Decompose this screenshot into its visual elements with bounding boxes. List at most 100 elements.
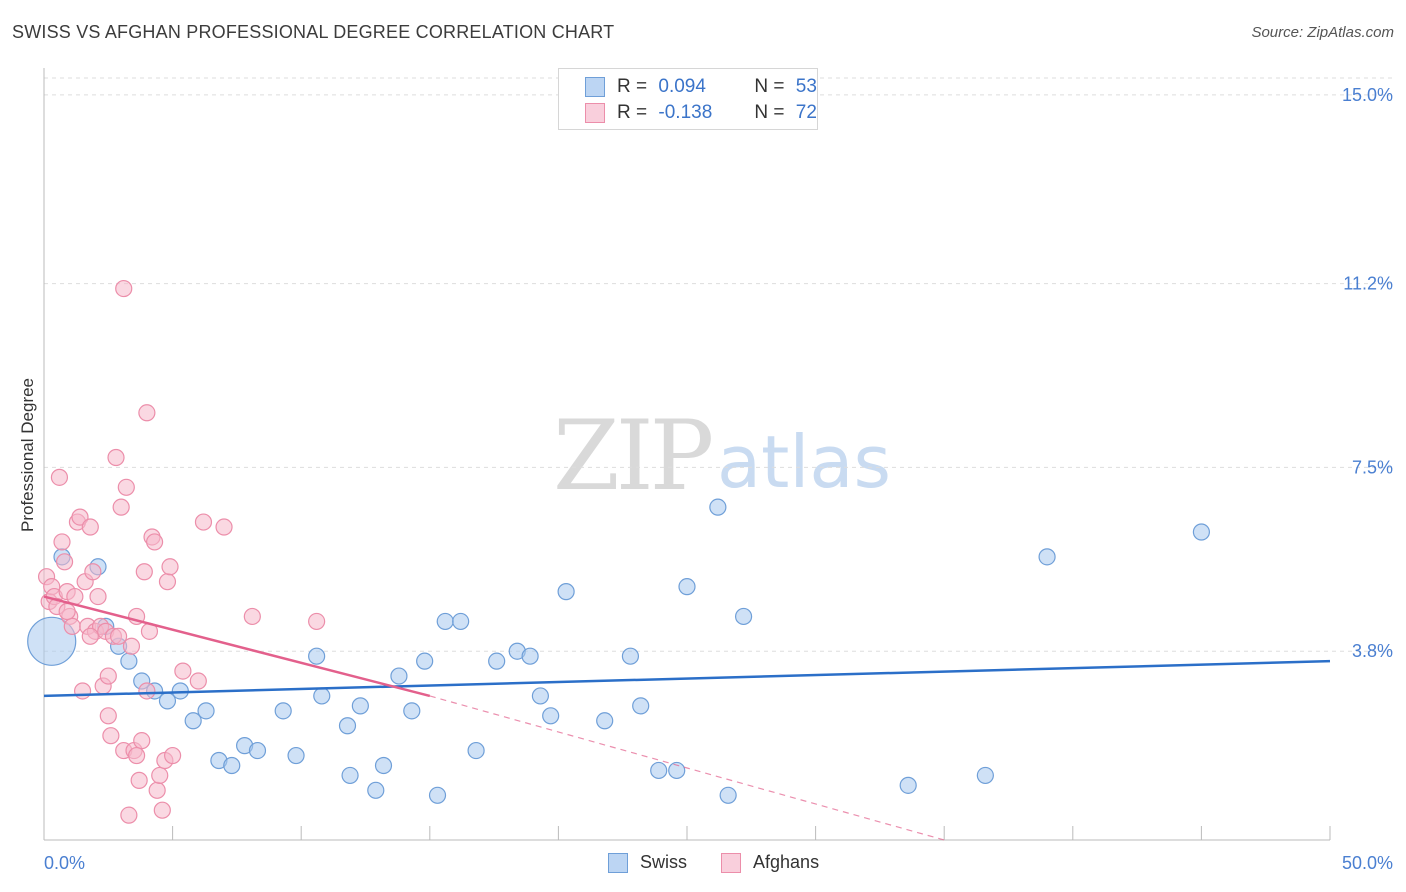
swiss-point-50 (1192, 523, 1211, 541)
swiss-point-23 (367, 781, 385, 799)
swiss-point-20 (338, 717, 357, 735)
afghan-point-13 (71, 508, 89, 526)
afghan-point-39 (138, 404, 156, 422)
swiss-point-39 (621, 647, 640, 665)
swiss-point-43 (678, 578, 696, 596)
legend-afghans-swatch (721, 852, 742, 873)
swiss-point-27 (416, 652, 434, 670)
afghan-point-20 (89, 587, 107, 606)
watermark-atlas: atlas (717, 420, 891, 504)
swiss-point-15 (248, 741, 267, 760)
y-tick-label-2: 11.2% (1343, 274, 1393, 294)
legend-item-swiss: Swiss (608, 852, 687, 873)
swiss-point-21 (341, 766, 359, 785)
afghan-point-14 (73, 682, 92, 700)
afghan-point-53 (215, 518, 233, 536)
afghan-point-50 (174, 662, 192, 680)
afghan-point-6 (53, 533, 71, 551)
afghan-point-61 (138, 682, 156, 700)
afghan-point-24 (99, 707, 117, 725)
swiss-point-48 (976, 766, 994, 785)
swiss-point-35 (531, 687, 549, 705)
afghan-point-55 (308, 612, 326, 631)
swiss-point-11 (197, 702, 215, 720)
afghan-point-27 (107, 448, 125, 467)
afghan-point-32 (120, 806, 138, 824)
swiss-point-16 (274, 702, 292, 720)
afghan-point-54 (243, 607, 261, 626)
legend-swiss-swatch (608, 852, 628, 873)
swiss-point-41 (650, 761, 668, 780)
swiss-point-17 (287, 746, 305, 765)
legend-item-afghans: Afghans (721, 852, 819, 873)
swiss-point-25 (390, 667, 408, 685)
swiss-swatch (585, 77, 605, 97)
afghan-point-47 (158, 573, 177, 591)
afghans-r-label: R = (617, 102, 648, 123)
afghan-point-42 (145, 533, 164, 551)
swiss-point-10 (184, 712, 202, 730)
afghan-point-5 (50, 468, 69, 486)
source-label: Source: ZipAtlas.com (1251, 24, 1394, 41)
afghan-point-59 (99, 667, 117, 685)
swiss-point-22 (351, 697, 369, 715)
swiss-point-5 (120, 652, 138, 670)
afghan-point-38 (135, 563, 153, 581)
afghan-point-56 (115, 279, 133, 298)
legend-swiss-label: Swiss (640, 852, 688, 872)
correlation-legend: R = 0.094 N = 53 R = -0.138 N = 72 (558, 68, 818, 130)
afghan-point-18 (84, 563, 102, 581)
swiss-point-29 (436, 612, 454, 631)
swiss-point-49 (1038, 548, 1056, 566)
swiss-point-30 (452, 612, 470, 631)
x-tick-label-start: 0.0% (44, 853, 85, 873)
swiss-point-26 (403, 702, 421, 720)
swiss-point-46 (734, 607, 753, 626)
swiss-point-19 (313, 687, 331, 705)
afghan-point-48 (161, 558, 179, 576)
swiss-point-31 (467, 741, 485, 760)
swiss-point-34 (521, 647, 539, 665)
afghan-point-44 (151, 766, 169, 785)
swiss-point-47 (899, 776, 917, 794)
afghan-point-37 (133, 732, 151, 750)
y-tick-label-1: 7.5% (1352, 457, 1393, 477)
swiss-point-40 (632, 697, 650, 715)
swiss-r-label: R = (617, 76, 648, 97)
swiss-point-13 (223, 756, 241, 775)
y-tick-label-0: 3.8% (1352, 641, 1393, 661)
y-axis-label: Professional Degree (18, 377, 37, 533)
afghan-point-31 (117, 478, 135, 496)
afghan-point-52 (194, 513, 213, 531)
series-legend: Swiss Afghans (608, 852, 853, 873)
afghans-n-label: N = (754, 102, 785, 123)
afghan-point-25 (102, 727, 120, 745)
afghan-point-49 (164, 746, 182, 765)
afghan-point-43 (148, 781, 166, 799)
y-tick-label-3: 15.0% (1342, 85, 1393, 105)
afghans-swatch (585, 103, 605, 123)
legend-afghans-label: Afghans (753, 852, 820, 872)
legend-row-swiss: R = 0.094 N = 53 (585, 74, 817, 100)
afghan-point-10 (63, 617, 81, 635)
swiss-point-42 (668, 761, 686, 780)
swiss-point-28 (428, 786, 447, 804)
swiss-point-36 (542, 707, 560, 725)
afghan-point-28 (109, 627, 128, 645)
afghan-point-57 (81, 627, 99, 645)
x-tick-label-end: 50.0% (1342, 853, 1393, 873)
swiss-point-38 (596, 712, 614, 730)
afghan-point-36 (130, 771, 148, 789)
afghan-point-45 (153, 801, 171, 819)
afghan-point-29 (112, 498, 130, 516)
watermark-zip: ZIP (553, 400, 714, 512)
swiss-r-value: 0.094 (658, 76, 706, 97)
swiss-point-37 (557, 583, 575, 601)
swiss-point-24 (374, 756, 393, 775)
afghan-point-51 (189, 672, 207, 690)
afghans-r-value: -0.138 (658, 102, 713, 123)
afghan-point-7 (55, 553, 74, 571)
swiss-point-32 (488, 652, 506, 670)
swiss-point-45 (719, 786, 737, 804)
